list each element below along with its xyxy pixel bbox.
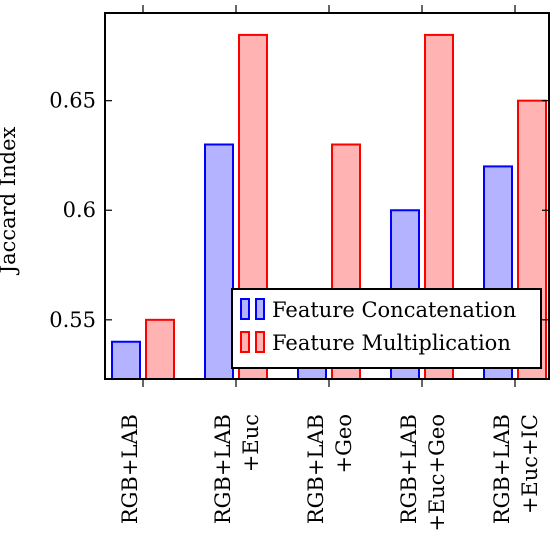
legend-swatch-right [255,331,265,353]
legend: Feature Concatenation Feature Multiplicat… [231,288,542,369]
x-category-label: +Euc+IC [518,414,542,514]
legend-label: Feature Multiplication [272,331,511,355]
y-tick-label: 0.65 [49,89,96,113]
x-category-label: RGB+LAB [211,414,235,524]
x-category-label: RGB+LAB [490,414,514,524]
legend-swatch-left [240,331,250,353]
y-axis-title: Jaccard Index [0,127,20,276]
x-category-label: RGB+LAB [397,414,421,524]
legend-swatch-right [255,298,265,320]
x-category-label: +Euc [239,414,263,472]
bar-concatenation-1 [204,143,234,380]
legend-label: Feature Concatenation [272,298,516,322]
x-category-label: RGB+LAB [118,414,142,524]
bar-concatenation-0 [111,340,141,381]
x-category-label: +Euc+Geo [425,414,449,532]
x-category-label: +Geo [332,414,356,473]
y-tick-label: 0.55 [49,308,96,332]
plot-frame [104,12,550,380]
x-category-label: RGB+LAB [304,414,328,524]
legend-swatch-left [240,298,250,320]
y-tick-label: 0.6 [63,198,96,222]
bar-multiplication-0 [145,318,175,381]
legend-box [231,288,542,369]
